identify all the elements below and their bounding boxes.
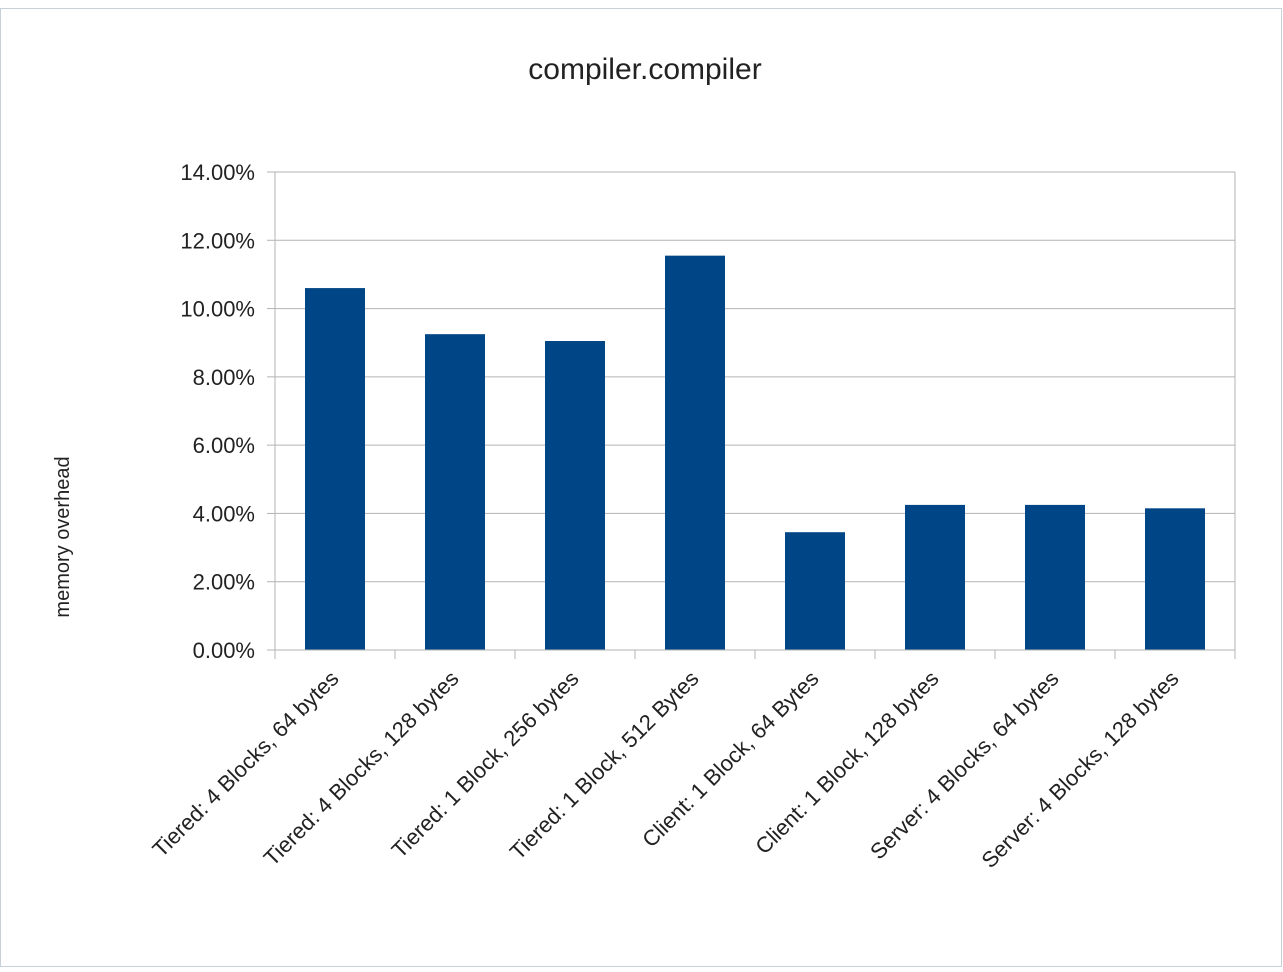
chart-border [0, 8, 1282, 967]
y-tick-label: 14.00% [180, 160, 255, 185]
y-tick-label: 2.00% [193, 570, 255, 595]
axes [267, 171, 1236, 659]
y-tick-label: 12.00% [180, 228, 255, 253]
bars [305, 255, 1205, 650]
bar [545, 341, 605, 650]
y-tick-label: 8.00% [193, 365, 255, 390]
y-tick-label: 10.00% [180, 297, 255, 322]
y-axis-label: memory overhead [52, 456, 74, 617]
bar [305, 288, 365, 650]
y-tick-label: 0.00% [193, 638, 255, 663]
bar [665, 255, 725, 650]
y-tick-labels: 0.00% 2.00% 4.00% 6.00% 8.00% 10.00% 12.00% 14.… [180, 160, 255, 663]
bar [1025, 504, 1085, 650]
bar [1145, 508, 1205, 650]
bar [425, 334, 485, 650]
chart-title: compiler.compiler [528, 53, 761, 86]
bar [905, 504, 965, 650]
y-tick-label: 6.00% [193, 433, 255, 458]
y-tick-label: 4.00% [193, 501, 255, 526]
bar [785, 532, 845, 650]
